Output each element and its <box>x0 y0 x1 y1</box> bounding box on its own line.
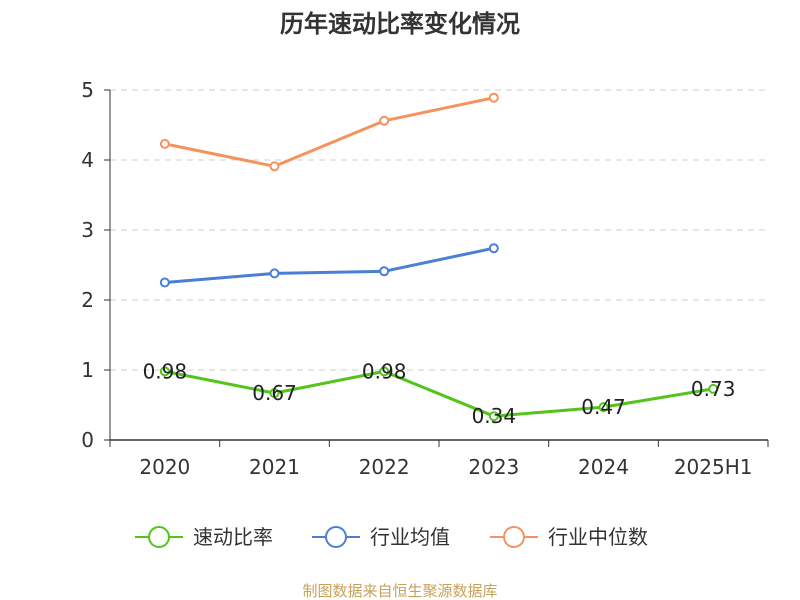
y-tick-label: 1 <box>81 358 94 382</box>
source-note: 制图数据来自恒生聚源数据库 <box>302 582 497 600</box>
y-tick-label: 3 <box>81 218 94 242</box>
data-point <box>269 268 280 279</box>
data-point <box>488 92 499 103</box>
legend-label: 速动比率 <box>193 525 273 549</box>
data-label: 0.98 <box>362 359 407 383</box>
series-line <box>164 246 495 284</box>
data-point <box>159 366 170 377</box>
x-tick-label: 2021 <box>249 455 300 479</box>
data-point <box>379 366 390 377</box>
x-tick-label: 2024 <box>578 455 629 479</box>
legend-marker <box>148 526 170 548</box>
series-line <box>164 369 714 418</box>
data-point <box>379 266 390 277</box>
data-point <box>269 388 280 399</box>
data-label: 0.98 <box>143 359 188 383</box>
data-label: 0.67 <box>252 381 297 405</box>
y-tick-label: 4 <box>81 148 94 172</box>
series-line <box>164 96 495 168</box>
series-lines <box>159 92 719 422</box>
x-tick-label: 2025H1 <box>674 455 753 479</box>
legend-label: 行业均值 <box>370 525 450 549</box>
data-point <box>159 138 170 149</box>
data-label: 0.47 <box>581 395 626 419</box>
y-tick-label: 2 <box>81 288 94 312</box>
data-label: 0.34 <box>472 404 517 428</box>
legend-marker <box>325 526 347 548</box>
legend: 速动比率 行业均值 行业中位数 <box>135 525 648 549</box>
legend-label: 行业中位数 <box>548 525 648 549</box>
data-point <box>708 383 719 394</box>
data-label: 0.73 <box>691 377 736 401</box>
y-tick-label: 5 <box>81 78 94 102</box>
grid-lines <box>110 89 768 371</box>
data-labels: 0.98 0.67 0.98 0.34 0.47 0.73 <box>143 359 736 428</box>
data-point <box>598 402 609 413</box>
x-tick-label: 2023 <box>468 455 519 479</box>
data-point <box>379 115 390 126</box>
x-tick-label: 2022 <box>359 455 410 479</box>
data-point <box>488 411 499 422</box>
legend-marker <box>503 526 525 548</box>
data-point <box>488 243 499 254</box>
y-tick-label: 0 <box>81 428 94 452</box>
axes: 0 1 2 3 4 5 2020 2021 2022 2023 2024 2025H1 <box>81 78 769 479</box>
x-tick-label: 2020 <box>139 455 190 479</box>
chart-title: 历年速动比率变化情况 <box>280 10 520 38</box>
data-point <box>269 161 280 172</box>
data-point <box>159 277 170 288</box>
